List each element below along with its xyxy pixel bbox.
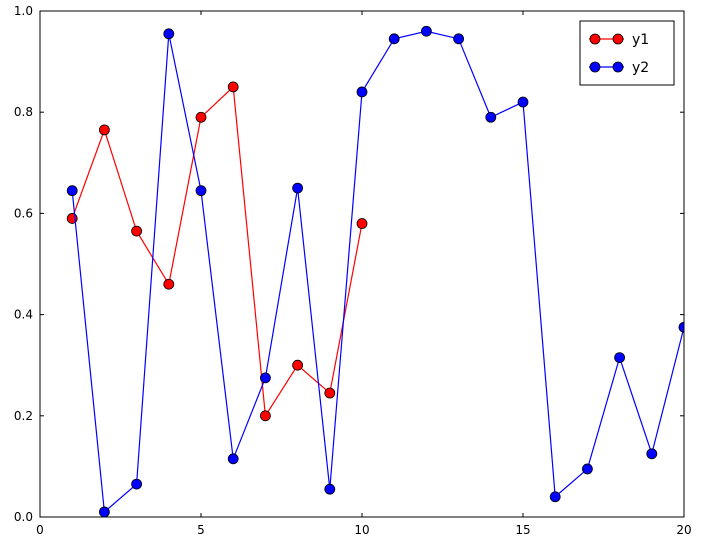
series-group bbox=[66, 25, 684, 517]
series-y2-marker bbox=[485, 111, 497, 123]
legend-sample-marker bbox=[612, 33, 624, 45]
series-y2-marker bbox=[227, 453, 239, 465]
x-tick-label: 15 bbox=[515, 523, 530, 537]
series-y2-marker bbox=[324, 483, 336, 495]
series-y2-marker bbox=[292, 182, 304, 194]
y-tick-label: 0.0 bbox=[14, 510, 33, 524]
series-y2-marker bbox=[356, 86, 368, 98]
x-tick-label: 0 bbox=[36, 523, 44, 537]
series-y1-marker bbox=[131, 225, 143, 237]
series-y2-marker bbox=[614, 352, 625, 364]
series-y2-marker bbox=[646, 448, 658, 460]
series-y1-marker bbox=[324, 387, 336, 399]
legend: y1 y2 bbox=[579, 20, 675, 86]
series-y1-marker bbox=[292, 359, 304, 371]
legend-label: y2 bbox=[632, 60, 649, 76]
y-tick-label: 0.4 bbox=[14, 308, 33, 322]
series-y1-marker bbox=[163, 278, 175, 290]
x-tick-label: 5 bbox=[197, 523, 205, 537]
series-y2-marker bbox=[420, 25, 432, 37]
legend-sample-marker bbox=[612, 61, 624, 73]
series-y2-marker bbox=[99, 506, 110, 517]
series-y1-line bbox=[71, 85, 363, 418]
series-y1-marker bbox=[195, 111, 207, 123]
series-y2-marker bbox=[517, 96, 529, 108]
series-y2-line bbox=[71, 30, 684, 514]
series-y1-marker bbox=[259, 410, 271, 422]
y-tick-label: 0.6 bbox=[14, 206, 33, 220]
series-y2-marker bbox=[163, 28, 175, 40]
x-tick-label: 20 bbox=[676, 523, 691, 537]
series-y2-marker bbox=[388, 33, 400, 45]
legend-sample-marker bbox=[589, 33, 601, 45]
series-y2-marker bbox=[195, 185, 207, 197]
y-tick-label: 1.0 bbox=[14, 4, 33, 18]
legend-box bbox=[579, 20, 675, 86]
series-y1-marker bbox=[99, 124, 110, 136]
series-y2-marker bbox=[582, 463, 593, 475]
series-y1-marker bbox=[227, 81, 239, 93]
series-y2-marker bbox=[259, 372, 271, 384]
y-tick-label: 0.2 bbox=[14, 409, 33, 423]
series-y2-marker bbox=[131, 478, 143, 490]
x-tick-label: 10 bbox=[354, 523, 369, 537]
series-y2-marker bbox=[66, 185, 78, 197]
legend-label: y1 bbox=[632, 32, 649, 48]
legend-sample-marker bbox=[589, 61, 601, 73]
series-y2-marker bbox=[453, 33, 465, 45]
series-y2-marker bbox=[549, 491, 561, 503]
series-y1-marker bbox=[356, 218, 368, 229]
y-tick-label: 0.8 bbox=[14, 105, 33, 119]
series-y2-marker bbox=[678, 321, 684, 333]
